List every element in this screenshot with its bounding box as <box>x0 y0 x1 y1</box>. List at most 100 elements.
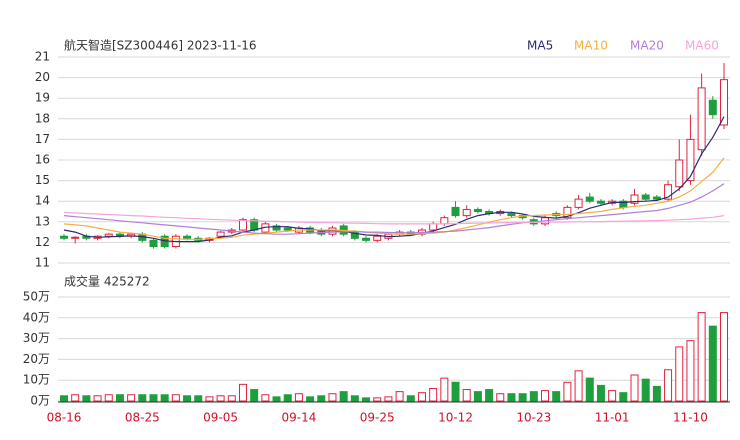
volume-bar <box>507 393 516 402</box>
candle-body <box>183 235 192 239</box>
volume-bar <box>652 385 661 402</box>
x-tick-label: 09-05 <box>203 411 238 425</box>
candle-body <box>630 194 639 204</box>
volume-bar <box>328 393 337 402</box>
volume-bar <box>227 395 236 402</box>
volume-bar <box>238 383 247 402</box>
ma-line <box>63 211 725 225</box>
y-tick-label: 14 <box>35 194 50 208</box>
candle-body <box>697 87 706 151</box>
x-tick-label: 08-16 <box>47 411 82 425</box>
y-tick-label: 19 <box>35 91 50 105</box>
y-tick-label: 20万 <box>23 352 50 366</box>
ma-line <box>63 183 725 235</box>
volume-bar <box>138 394 147 402</box>
volume-bar <box>306 396 315 402</box>
candle-body <box>60 235 68 239</box>
volume-bar <box>619 392 628 402</box>
volume-bar <box>608 390 617 402</box>
legend-label: MA5 <box>527 39 553 53</box>
candle-body <box>641 194 650 200</box>
volume-bar <box>697 312 706 402</box>
y-tick-label: 30万 <box>23 331 50 345</box>
volume-bar <box>574 370 583 402</box>
x-tick-label: 10-12 <box>438 411 473 425</box>
volume-bar <box>473 391 482 402</box>
volume-bar <box>585 377 594 402</box>
volume-bar <box>384 396 393 402</box>
volume-bar <box>272 396 281 402</box>
volume-bar <box>205 396 214 402</box>
candle-body <box>585 196 594 202</box>
x-tick-label: 09-25 <box>360 411 395 425</box>
volume-bar <box>261 394 270 402</box>
candle-body <box>71 236 80 239</box>
volume-bar <box>518 393 527 402</box>
volume-bar <box>529 391 538 402</box>
volume-bar <box>496 393 505 402</box>
volume-bar <box>451 381 460 402</box>
volume-bar <box>664 369 673 402</box>
volume-bar <box>294 393 303 402</box>
candle-body <box>686 138 695 182</box>
candle-body <box>216 231 225 237</box>
volume-bar <box>60 395 68 402</box>
x-tick-label: 11-01 <box>595 411 630 425</box>
legend-label: MA60 <box>685 39 719 53</box>
candle-body <box>440 217 449 225</box>
y-tick-label: 18 <box>35 111 50 125</box>
volume-bar <box>686 340 695 402</box>
volume-bar <box>127 394 136 402</box>
volume-bar <box>720 312 728 402</box>
candle-body <box>708 99 717 116</box>
candle-body <box>507 213 516 217</box>
volume-bar <box>373 397 382 402</box>
legend-label: MA10 <box>574 39 608 53</box>
volume-bar <box>596 384 605 402</box>
candle-body <box>104 233 113 237</box>
x-tick-label: 11-10 <box>673 411 708 425</box>
volume-bar <box>485 389 494 402</box>
candle-body <box>574 198 583 208</box>
x-tick-label: 09-14 <box>281 411 316 425</box>
y-tick-label: 20 <box>35 70 50 84</box>
candle-body <box>429 223 438 231</box>
volume-bar <box>675 346 684 402</box>
volume-bar <box>406 395 415 402</box>
candle-body <box>238 219 247 231</box>
candle-body <box>362 237 371 241</box>
candle-body <box>283 227 292 231</box>
ma-line <box>63 116 725 243</box>
candle-body <box>563 206 572 219</box>
volume-bar <box>362 397 371 402</box>
volume-title: 成交量 425272 <box>64 274 150 289</box>
volume-bar <box>160 394 169 402</box>
volume-bar <box>641 378 650 402</box>
candle-body <box>596 200 605 204</box>
x-tick-label: 10-23 <box>516 411 551 425</box>
volume-bar <box>317 395 326 402</box>
volume-bar <box>708 325 717 402</box>
y-tick-label: 21 <box>35 50 50 64</box>
legend-label: MA20 <box>630 39 664 53</box>
volume-bar <box>630 374 639 402</box>
volume-bar <box>541 390 550 402</box>
volume-bar <box>250 389 259 402</box>
y-tick-label: 40万 <box>23 310 50 324</box>
volume-bar <box>417 392 426 402</box>
candle-body <box>149 239 158 248</box>
volume-bar <box>283 394 292 402</box>
candle-body <box>664 184 673 200</box>
ma-line <box>63 157 725 240</box>
volume-bar <box>339 391 348 402</box>
candle-body <box>373 235 382 241</box>
candle-body <box>473 208 482 213</box>
y-tick-label: 13 <box>35 214 50 228</box>
candle-body <box>652 196 661 200</box>
y-tick-label: 15 <box>35 173 50 187</box>
y-tick-label: 11 <box>35 256 50 270</box>
volume-bar <box>115 394 124 402</box>
volume-bar <box>171 394 180 402</box>
y-tick-label: 50万 <box>23 290 50 304</box>
